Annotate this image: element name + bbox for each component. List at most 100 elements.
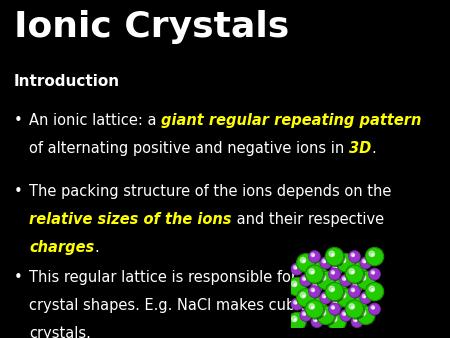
Circle shape	[292, 316, 297, 322]
Text: •: •	[14, 270, 22, 285]
Circle shape	[297, 289, 315, 307]
Circle shape	[350, 251, 360, 262]
Circle shape	[330, 305, 341, 315]
Circle shape	[341, 310, 351, 320]
Circle shape	[369, 304, 380, 315]
Circle shape	[346, 300, 364, 318]
Circle shape	[333, 299, 343, 310]
Circle shape	[330, 280, 347, 296]
Circle shape	[306, 300, 324, 318]
Circle shape	[363, 277, 365, 280]
Circle shape	[357, 271, 375, 289]
Circle shape	[310, 262, 327, 279]
Text: charges: charges	[29, 240, 94, 255]
Text: and their respective: and their respective	[232, 212, 384, 227]
Circle shape	[304, 279, 305, 280]
Circle shape	[353, 255, 354, 256]
Circle shape	[351, 264, 357, 269]
Circle shape	[301, 310, 310, 320]
Circle shape	[349, 261, 365, 277]
Circle shape	[312, 282, 322, 292]
Circle shape	[307, 267, 324, 284]
Circle shape	[351, 281, 363, 292]
Circle shape	[363, 312, 365, 315]
Circle shape	[327, 284, 342, 299]
Circle shape	[325, 247, 343, 266]
Circle shape	[329, 286, 334, 292]
Circle shape	[298, 291, 315, 308]
Circle shape	[301, 275, 310, 285]
Circle shape	[365, 283, 383, 300]
Circle shape	[367, 249, 384, 266]
Text: crystal shapes. E.g. NaCl makes cubic: crystal shapes. E.g. NaCl makes cubic	[29, 298, 308, 313]
Circle shape	[311, 306, 314, 308]
Circle shape	[312, 317, 323, 328]
Circle shape	[340, 310, 351, 321]
Circle shape	[325, 283, 343, 300]
Circle shape	[372, 254, 374, 256]
Circle shape	[317, 306, 335, 324]
Circle shape	[311, 281, 323, 292]
Circle shape	[340, 275, 351, 286]
Circle shape	[340, 292, 346, 298]
Circle shape	[354, 266, 356, 268]
Circle shape	[311, 281, 323, 292]
Circle shape	[288, 313, 306, 331]
Circle shape	[311, 316, 323, 327]
Circle shape	[309, 286, 320, 297]
Circle shape	[332, 281, 337, 287]
Circle shape	[341, 311, 352, 321]
Circle shape	[351, 316, 363, 327]
Circle shape	[364, 261, 365, 262]
Circle shape	[320, 292, 331, 304]
Circle shape	[310, 252, 321, 263]
Circle shape	[340, 275, 351, 286]
Circle shape	[331, 271, 334, 274]
Circle shape	[314, 301, 316, 304]
Circle shape	[306, 300, 324, 318]
Circle shape	[294, 319, 296, 321]
Circle shape	[329, 269, 339, 279]
Circle shape	[311, 316, 323, 327]
Circle shape	[300, 275, 311, 286]
Circle shape	[349, 251, 360, 262]
Circle shape	[361, 258, 371, 268]
Circle shape	[331, 263, 342, 275]
Circle shape	[351, 288, 355, 292]
Circle shape	[333, 307, 334, 309]
Circle shape	[294, 284, 296, 286]
Circle shape	[369, 304, 379, 314]
Circle shape	[298, 290, 314, 306]
Circle shape	[332, 254, 334, 256]
Circle shape	[346, 300, 364, 318]
Circle shape	[298, 255, 314, 271]
Circle shape	[323, 277, 325, 280]
Circle shape	[328, 277, 346, 296]
Circle shape	[344, 279, 345, 280]
Circle shape	[347, 302, 365, 319]
Circle shape	[335, 267, 337, 269]
Circle shape	[332, 289, 334, 291]
Circle shape	[324, 296, 325, 297]
Circle shape	[298, 256, 315, 273]
Text: The packing structure of the ions depends on the: The packing structure of the ions depend…	[29, 184, 392, 199]
Circle shape	[329, 304, 340, 315]
Circle shape	[348, 260, 366, 278]
Circle shape	[327, 284, 344, 301]
Circle shape	[322, 260, 326, 263]
Circle shape	[364, 296, 365, 297]
Circle shape	[367, 284, 384, 301]
Circle shape	[292, 264, 302, 274]
Circle shape	[351, 271, 354, 273]
Circle shape	[308, 295, 326, 313]
Circle shape	[314, 318, 317, 322]
Circle shape	[342, 277, 346, 280]
Circle shape	[350, 252, 361, 263]
Circle shape	[317, 306, 335, 324]
Circle shape	[303, 295, 305, 297]
Circle shape	[320, 275, 326, 280]
Circle shape	[310, 287, 321, 298]
Circle shape	[341, 275, 351, 285]
Circle shape	[350, 262, 367, 279]
Circle shape	[311, 271, 314, 273]
